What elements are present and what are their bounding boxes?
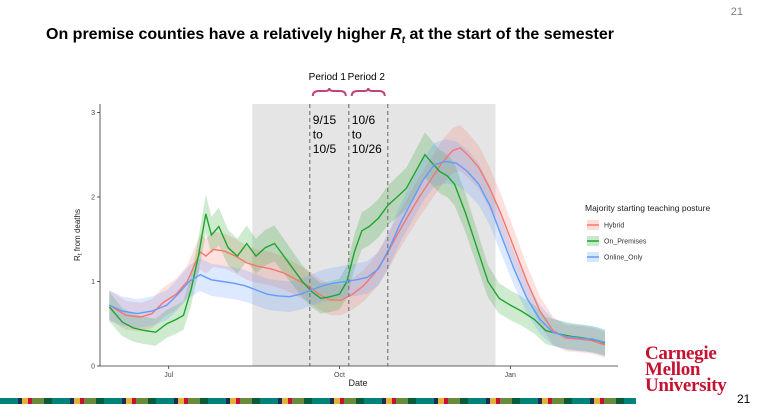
period-1-brace — [311, 87, 347, 97]
title-part-1: On premise counties have a relatively hi… — [46, 26, 391, 43]
legend-label-on_premises: On_Premises — [604, 239, 647, 246]
band-online_only — [109, 139, 606, 356]
footer-tartan-band — [0, 398, 636, 404]
footer-page-number: 21 — [737, 392, 751, 406]
legend-title: Majority starting teaching posture — [585, 203, 710, 213]
semester-shade-layer — [252, 104, 496, 366]
x-tick-label-jan: Jan — [505, 372, 516, 379]
logo-line-1: Carnegie — [645, 343, 717, 364]
period-1-range-1: to — [313, 128, 323, 142]
y-tick-label-0: 0 — [91, 364, 95, 371]
legend-label-hybrid: Hybrid — [604, 223, 624, 230]
band-hybrid — [109, 125, 606, 358]
period-1-range-0: 9/15 — [313, 113, 337, 127]
period-2-range-0: 10/6 — [352, 113, 376, 127]
period-1-label: Period 1 — [309, 72, 347, 83]
series-line-layer — [108, 147, 606, 346]
x-tick-label-oct: Oct — [334, 372, 345, 379]
line-online_only — [109, 160, 606, 343]
legend-label-online_only: Online_Only — [604, 255, 643, 262]
line-hybrid — [108, 147, 606, 346]
period-1-range-2: 10/5 — [313, 142, 337, 156]
title-rt-symbol: Rt — [390, 26, 406, 47]
title-part-2: at the start of the semester — [405, 26, 614, 43]
slide-title: On premise counties have a relatively hi… — [46, 26, 614, 46]
y-tick-label-3: 3 — [91, 110, 95, 117]
page-number: 21 — [730, 6, 743, 18]
logo-line-2: Mellon — [645, 359, 701, 380]
period-2-range-2: 10/26 — [352, 142, 382, 156]
y-tick-label-2: 2 — [91, 194, 95, 201]
y-axis-label-sub: t — [78, 253, 84, 255]
y-axis-label: Rt from deaths — [73, 209, 84, 261]
period-2-brace — [350, 87, 386, 97]
semester-shaded-region — [252, 104, 496, 366]
cmu-logo: Carnegie Mellon University — [645, 343, 727, 396]
x-axis-label: Date — [348, 378, 367, 388]
y-axis-label-rest: from deaths — [73, 209, 82, 253]
logo-line-3: University — [645, 375, 727, 396]
x-tick-label-jul: Jul — [164, 372, 173, 379]
y-tick-label-1: 1 — [91, 279, 95, 286]
title-r-subscript: t — [401, 35, 406, 47]
y-axis-label-r: R — [73, 255, 82, 261]
title-r: R — [390, 26, 402, 43]
period-2-range-1: to — [352, 128, 362, 142]
legend: Majority starting teaching posture Hybrid… — [585, 203, 710, 262]
period-vline-layer — [309, 104, 389, 366]
period-2-label: Period 2 — [348, 72, 386, 83]
axis-layer: 0 1 2 3 Jul Oct Jan Date Rt from deaths — [73, 104, 618, 388]
